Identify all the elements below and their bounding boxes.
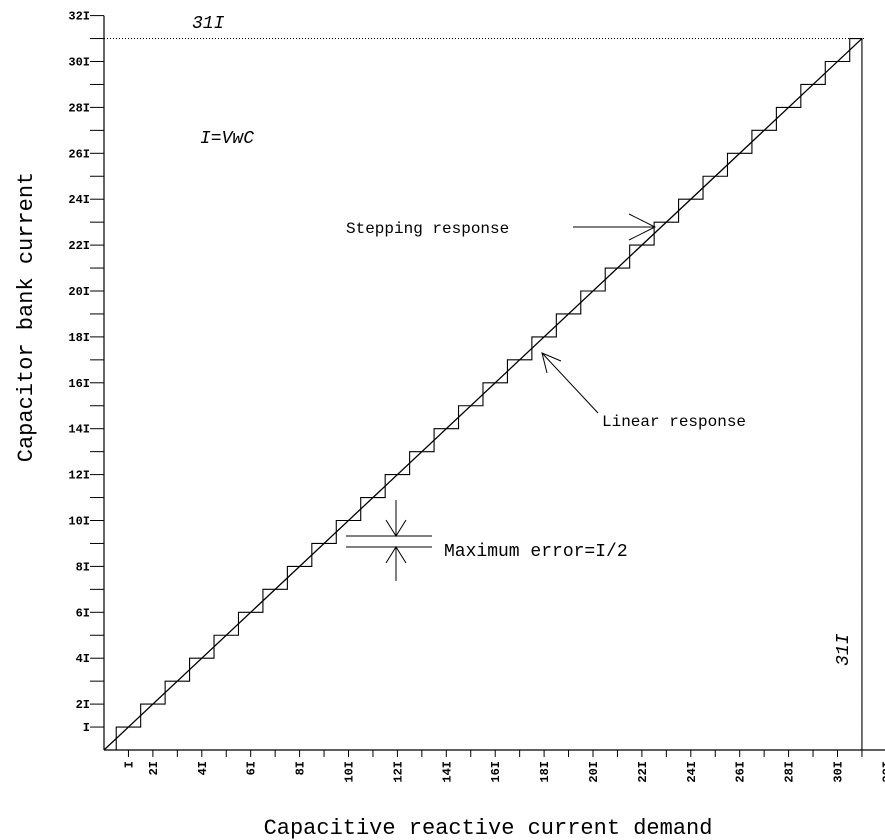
y-tick-label: 30I <box>68 56 90 70</box>
y-tick-label: 2I <box>76 698 90 712</box>
y-tick-label: 6I <box>76 606 90 620</box>
stepping-response-line <box>115 38 863 750</box>
y-tick-label: 10I <box>68 515 90 529</box>
x-tick-label: I <box>122 761 136 768</box>
x-tick-label: 20I <box>587 761 601 783</box>
x-tick-label: 26I <box>734 761 748 783</box>
x-tick-label: 16I <box>489 761 503 783</box>
y-tick-label: 4I <box>76 652 90 666</box>
x-tick-label: 2I <box>147 761 161 775</box>
linear-response-label: Linear response <box>602 413 746 431</box>
x-tick-label: 12I <box>391 761 405 783</box>
x-tick-label: 32I <box>880 761 885 783</box>
annotations <box>346 213 657 581</box>
x-tick-label: 18I <box>538 761 552 783</box>
y-tick-label: 24I <box>68 193 90 207</box>
ref-label-horizontal: 31I <box>192 14 225 34</box>
series <box>103 38 863 751</box>
x-tick-label: 10I <box>343 761 357 783</box>
y-tick-label: 32I <box>68 10 90 24</box>
x-tick-label: 14I <box>440 761 454 783</box>
max-error-label: Maximum error=I/2 <box>444 542 628 562</box>
x-axis-title: Capacitive reactive current demand <box>264 816 713 840</box>
x-tick-label: 8I <box>294 761 308 775</box>
linear-arrow-shaft <box>541 352 599 414</box>
ref-label-vertical: 31I <box>834 633 854 666</box>
stepping-response-label: Stepping response <box>346 220 509 238</box>
y-tick-label: 8I <box>76 560 90 574</box>
error-arrow-top-head <box>385 519 407 537</box>
y-tick-label: 18I <box>68 331 90 345</box>
x-tick-label: 24I <box>685 761 699 783</box>
x-tick-label: 6I <box>245 761 259 775</box>
axes: I 2I 4I 6I 8I 10I 12I 14I 16I 18I 20I 22I 24I 26I 28I 3… <box>68 10 885 783</box>
y-tick-label: 12I <box>68 469 90 483</box>
y-tick-label: 16I <box>68 377 90 391</box>
y-axis-title: Capacitor bank current <box>14 172 39 462</box>
y-tick-label: 22I <box>68 239 90 253</box>
x-tick-label: 22I <box>636 761 650 783</box>
x-tick-label: 28I <box>783 761 797 783</box>
stepping-arrow-head <box>628 213 657 241</box>
error-arrow-bottom-head <box>385 546 407 564</box>
y-tick-label: I <box>83 721 90 735</box>
linear-arrow-head <box>541 352 562 374</box>
y-tick-label: 26I <box>68 147 90 161</box>
y-tick-label: 20I <box>68 285 90 299</box>
reference-lines <box>104 38 864 750</box>
x-tick-label: 30I <box>832 761 846 783</box>
x-tick-label: 4I <box>196 761 210 775</box>
y-tick-label: 28I <box>68 101 90 115</box>
formula-annotation: I=VwC <box>200 129 254 149</box>
y-tick-label: 14I <box>68 423 90 437</box>
